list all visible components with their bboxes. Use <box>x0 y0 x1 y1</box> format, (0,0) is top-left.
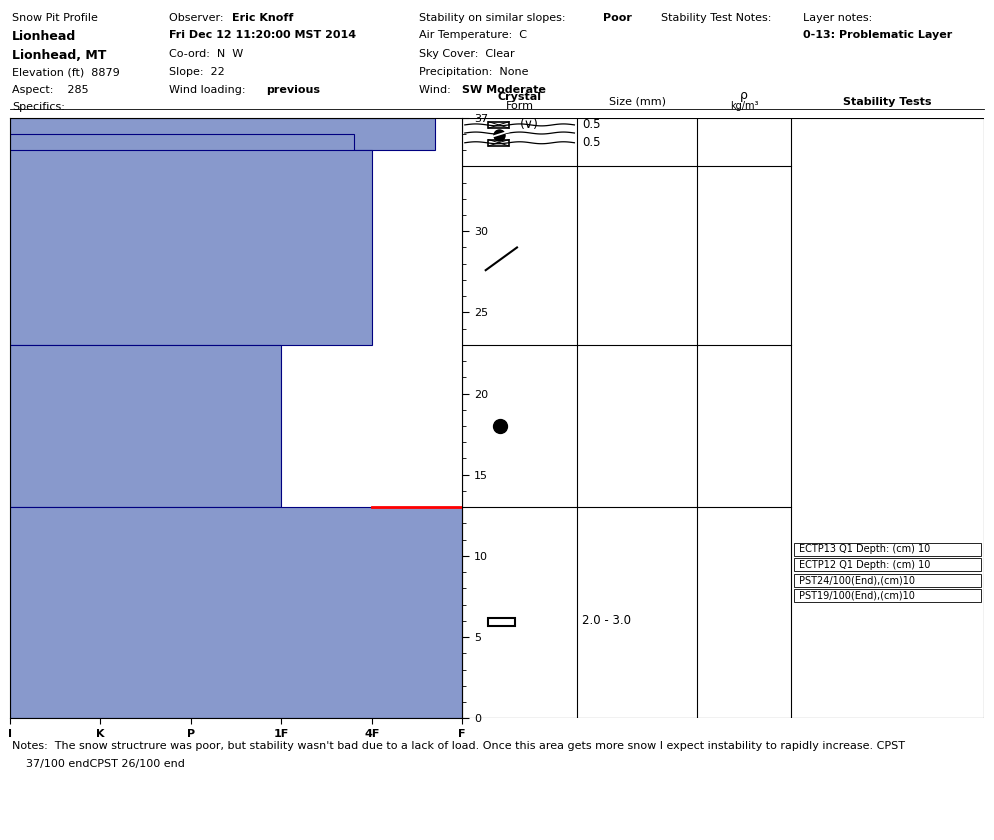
Text: Slope:  22: Slope: 22 <box>169 67 225 77</box>
Text: Aspect:    285: Aspect: 285 <box>12 85 88 95</box>
Text: previous: previous <box>266 85 320 95</box>
Bar <box>488 122 509 129</box>
Text: Co-ord:  N  W: Co-ord: N W <box>169 49 244 59</box>
Text: Stability Tests: Stability Tests <box>843 97 931 107</box>
Text: SW Moderate: SW Moderate <box>462 85 546 95</box>
Text: 0.5: 0.5 <box>582 118 600 131</box>
Bar <box>10 345 281 507</box>
Bar <box>793 558 981 571</box>
Bar <box>488 139 509 146</box>
Bar <box>793 589 981 602</box>
Text: Elevation (ft)  8879: Elevation (ft) 8879 <box>12 67 119 77</box>
Text: ECTP13 Q1 Depth: (cm) 10: ECTP13 Q1 Depth: (cm) 10 <box>799 544 930 554</box>
Text: Size (mm): Size (mm) <box>608 97 666 107</box>
Text: Notes:  The snow structrure was poor, but stability wasn't bad due to a lack of : Notes: The snow structrure was poor, but… <box>12 741 905 751</box>
Text: PST19/100(End),(cm)10: PST19/100(End),(cm)10 <box>799 591 914 601</box>
Text: Fri Dec 12 11:20:00 MST 2014: Fri Dec 12 11:20:00 MST 2014 <box>169 30 356 40</box>
Text: Stability on similar slopes:: Stability on similar slopes: <box>419 13 573 24</box>
Text: Layer notes:: Layer notes: <box>803 13 873 24</box>
Bar <box>793 574 981 587</box>
Bar <box>10 134 354 166</box>
Text: kg/m³: kg/m³ <box>730 101 758 111</box>
Text: ρ: ρ <box>741 89 747 102</box>
Text: PST24/100(End),(cm)10: PST24/100(End),(cm)10 <box>799 575 914 585</box>
Text: Snow Pit Profile: Snow Pit Profile <box>12 13 97 24</box>
Text: Lionhead: Lionhead <box>12 30 77 43</box>
Text: Sky Cover:  Clear: Sky Cover: Clear <box>419 49 515 59</box>
Bar <box>488 618 516 627</box>
Text: Eric Knoff: Eric Knoff <box>232 13 293 24</box>
Text: Form: Form <box>506 101 534 111</box>
Bar <box>793 543 981 556</box>
Text: Crystal: Crystal <box>498 92 542 102</box>
Text: Air Temperature:  C: Air Temperature: C <box>419 30 528 40</box>
Text: Observer:: Observer: <box>169 13 231 24</box>
Bar <box>10 507 462 718</box>
Text: Specifics:: Specifics: <box>12 102 65 113</box>
Text: Poor: Poor <box>603 13 632 24</box>
Text: 0.5: 0.5 <box>582 136 600 150</box>
Text: Precipitation:  None: Precipitation: None <box>419 67 529 77</box>
Text: 2.0 - 3.0: 2.0 - 3.0 <box>582 614 631 627</box>
Bar <box>10 150 372 345</box>
Text: Wind:: Wind: <box>419 85 458 95</box>
Text: (∨): (∨) <box>520 118 539 131</box>
Bar <box>10 118 435 150</box>
Text: 37/100 endCPST 26/100 end: 37/100 endCPST 26/100 end <box>12 759 185 769</box>
Text: Wind loading:: Wind loading: <box>169 85 252 95</box>
Text: Lionhead, MT: Lionhead, MT <box>12 49 106 61</box>
Text: 0-13: Problematic Layer: 0-13: Problematic Layer <box>803 30 952 40</box>
Text: ECTP12 Q1 Depth: (cm) 10: ECTP12 Q1 Depth: (cm) 10 <box>799 559 930 570</box>
Text: Stability Test Notes:: Stability Test Notes: <box>661 13 771 24</box>
